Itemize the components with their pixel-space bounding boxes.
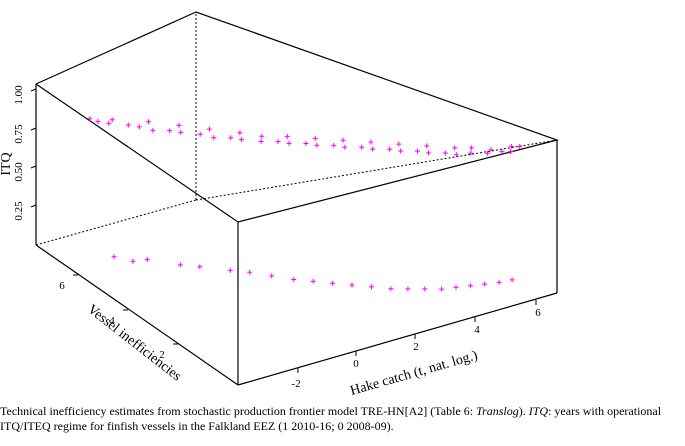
- point-itq1-0: [87, 116, 93, 122]
- point-itq1-26: [342, 144, 348, 150]
- point-itq0-4: [197, 264, 203, 270]
- point-itq1-45: [508, 149, 513, 155]
- vessel-axis-label: Vessel inefficiencies: [84, 302, 183, 384]
- caption-table-name: Translog: [476, 404, 519, 418]
- point-itq1-35: [426, 150, 431, 156]
- point-itq1-4: [125, 122, 131, 128]
- point-itq1-36: [424, 143, 430, 149]
- point-itq0-6: [247, 269, 253, 275]
- point-itq1-15: [239, 137, 245, 143]
- itq-tick-label-1: 1.00: [13, 85, 25, 105]
- point-itq1-9: [178, 129, 184, 135]
- point-itq1-13: [206, 126, 212, 132]
- point-itq0-20: [496, 279, 502, 285]
- point-itq0-17: [453, 284, 459, 290]
- point-itq1-38: [453, 152, 459, 158]
- point-itq1-2: [106, 120, 112, 126]
- caption-mid: ).: [518, 404, 529, 418]
- caption-lead: Technical inefficiency estimates from st…: [0, 404, 477, 418]
- point-itq0-0: [111, 254, 117, 260]
- hake-tick-label-2: 2: [413, 341, 419, 353]
- point-itq0-2: [144, 257, 150, 263]
- point-itq1-1: [95, 118, 101, 124]
- point-itq0-16: [439, 286, 445, 292]
- hake-tick-label-0: 0: [353, 358, 359, 370]
- point-itq1-39: [452, 145, 458, 151]
- point-itq1-31: [387, 146, 393, 152]
- point-itq1-46: [508, 143, 514, 149]
- point-itq0-13: [388, 286, 394, 292]
- point-itq0-18: [467, 283, 473, 289]
- point-itq1-25: [331, 142, 337, 148]
- point-itq0-1: [130, 258, 136, 264]
- point-itq1-44: [499, 149, 505, 155]
- box-hidden-edges: [35, 12, 558, 246]
- point-itq1-28: [359, 144, 365, 150]
- hake-axis-label: Hake catch (t, nat. log.): [349, 348, 480, 399]
- point-itq1-5: [136, 124, 142, 130]
- figure-caption: Technical inefficiency estimates from st…: [0, 404, 685, 434]
- point-itq1-43: [488, 147, 494, 153]
- hake-tick-label-m2: -2: [291, 378, 300, 390]
- point-itq0-19: [482, 281, 488, 287]
- point-itq1-42: [485, 150, 491, 156]
- point-itq1-16: [237, 130, 243, 136]
- point-itq1-27: [340, 137, 346, 143]
- point-itq1-17: [258, 139, 264, 144]
- itq-tick-label-075: 0.75: [13, 124, 25, 144]
- point-itq0-11: [349, 282, 355, 288]
- point-itq1-22: [303, 141, 309, 146]
- hake-tick-label-6: 6: [535, 307, 541, 319]
- point-itq1-3: [109, 117, 115, 123]
- point-itq1-23: [314, 142, 320, 148]
- caption-tail: : years with operational ITQ/ITEQ regime…: [0, 404, 662, 433]
- point-itq1-10: [176, 122, 182, 128]
- point-itq1-41: [469, 145, 475, 151]
- point-itq1-21: [284, 133, 290, 139]
- itq-axis-label: ITQ: [0, 152, 14, 175]
- box-edges: [35, 11, 560, 386]
- point-itq1-24: [312, 135, 318, 141]
- scatter-3d-plot: 1.00 0.75 0.50 0.25 ITQ 6 4 2 Vessel ine…: [0, 11, 560, 399]
- point-itq1-33: [396, 141, 402, 147]
- point-itq1-32: [398, 148, 404, 154]
- point-itq1-29: [370, 146, 376, 152]
- vessel-tick-label-6: 6: [59, 280, 65, 292]
- point-itq1-40: [468, 150, 474, 156]
- point-itq1-14: [228, 135, 234, 141]
- data-points: [87, 116, 523, 292]
- point-itq1-34: [415, 148, 420, 154]
- point-itq0-15: [422, 286, 428, 292]
- point-itq1-8: [167, 128, 173, 134]
- vessel-axis-ticks: [73, 274, 178, 345]
- point-itq1-6: [150, 127, 156, 133]
- point-itq1-7: [146, 119, 151, 125]
- itq-tick-label-025: 0.25: [13, 201, 25, 221]
- point-itq0-8: [291, 277, 297, 282]
- caption-itq-term: ITQ: [528, 404, 549, 418]
- point-itq1-18: [259, 133, 265, 139]
- point-itq0-7: [269, 273, 275, 279]
- point-itq1-20: [286, 140, 292, 146]
- itq-tick-label-050: 0.50: [13, 162, 25, 182]
- point-itq1-30: [368, 139, 374, 145]
- point-itq0-12: [369, 284, 374, 290]
- point-itq1-19: [275, 139, 281, 145]
- hake-axis-ticks: [297, 300, 537, 373]
- point-itq1-47: [517, 144, 523, 149]
- itq-axis-ticks: [30, 88, 37, 208]
- point-itq0-5: [227, 267, 233, 273]
- vessel-tick-label-2: 2: [159, 349, 165, 361]
- point-itq1-12: [211, 135, 217, 141]
- point-itq0-14: [405, 286, 411, 292]
- hake-tick-label-4: 4: [474, 324, 480, 336]
- point-itq0-21: [509, 277, 515, 283]
- point-itq0-10: [330, 280, 336, 286]
- point-itq1-11: [197, 131, 203, 137]
- point-itq0-9: [310, 278, 316, 284]
- point-itq0-3: [177, 262, 183, 268]
- vessel-tick-label-4: 4: [109, 315, 115, 327]
- point-itq1-37: [442, 150, 448, 156]
